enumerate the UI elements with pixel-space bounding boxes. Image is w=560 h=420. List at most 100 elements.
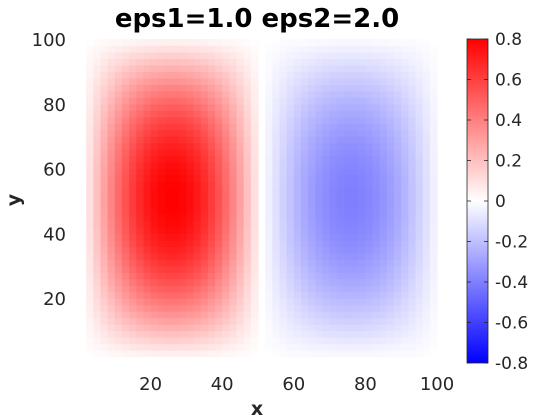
- heatmap-cell: [265, 201, 273, 209]
- heatmap-cell: [222, 58, 230, 66]
- heatmap-cell: [336, 123, 345, 131]
- heatmap-cell: [415, 51, 424, 60]
- heatmap-cell: [365, 71, 374, 79]
- heatmap-cell: [308, 226, 316, 234]
- heatmap-cell: [129, 233, 137, 241]
- heatmap-cell: [293, 207, 302, 215]
- heatmap-cell: [358, 330, 366, 338]
- heatmap-cell: [394, 129, 402, 137]
- heatmap-cell: [229, 278, 238, 286]
- heatmap-cell: [215, 149, 223, 157]
- heatmap-cell: [365, 285, 374, 293]
- heatmap-cell: [93, 207, 102, 215]
- heatmap-cell: [372, 246, 381, 254]
- heatmap-cell: [308, 39, 316, 47]
- heatmap-cell: [408, 201, 417, 209]
- heatmap-cell: [200, 97, 209, 105]
- heatmap-cell: [358, 123, 366, 131]
- heatmap-cell: [93, 291, 102, 299]
- heatmap-cell: [129, 285, 137, 293]
- heatmap-cell: [286, 142, 295, 150]
- heatmap-cell: [250, 188, 259, 196]
- heatmap-cell: [308, 175, 316, 183]
- heatmap-cell: [401, 252, 409, 260]
- heatmap-cell: [107, 181, 116, 189]
- heatmap-cell: [107, 201, 116, 209]
- heatmap-cell: [250, 330, 259, 338]
- heatmap-cell: [129, 168, 137, 176]
- heatmap-cell: [164, 246, 173, 254]
- heatmap-cell: [415, 129, 424, 137]
- heatmap-cell: [150, 71, 159, 79]
- heatmap-cell: [236, 142, 245, 150]
- heatmap-cell: [308, 259, 316, 267]
- heatmap-cell: [114, 350, 123, 358]
- heatmap-cell: [136, 246, 145, 254]
- heatmap-cell: [100, 324, 109, 332]
- heatmap-cell: [351, 239, 359, 247]
- heatmap-cell: [243, 45, 252, 53]
- heatmap-cell: [315, 324, 324, 332]
- heatmap-cell: [186, 350, 195, 358]
- heatmap-cell: [272, 201, 281, 209]
- heatmap-cell: [372, 155, 381, 163]
- heatmap-cell: [86, 201, 94, 209]
- heatmap-cell: [272, 265, 281, 273]
- heatmap-cell: [229, 162, 238, 170]
- heatmap-cell: [279, 194, 288, 202]
- heatmap-cell: [343, 226, 352, 234]
- heatmap-cell: [207, 298, 216, 306]
- heatmap-cell: [293, 317, 302, 325]
- heatmap-cell: [336, 324, 345, 332]
- y-tick-label: 80: [43, 95, 66, 116]
- heatmap-cell: [365, 97, 374, 105]
- heatmap-cell: [236, 194, 245, 202]
- heatmap-cell: [136, 233, 145, 241]
- heatmap-cell: [329, 77, 338, 85]
- heatmap-cell: [186, 188, 195, 196]
- heatmap-cell: [136, 337, 145, 345]
- heatmap-cell: [379, 64, 388, 72]
- heatmap-cell: [272, 188, 281, 196]
- heatmap-cell: [143, 155, 152, 163]
- heatmap-cell: [293, 337, 302, 345]
- heatmap-cell: [315, 188, 324, 196]
- heatmap-cell: [193, 155, 202, 163]
- heatmap-cell: [329, 39, 338, 47]
- heatmap-cell: [86, 265, 94, 273]
- x-tick-label: 20: [139, 374, 162, 395]
- heatmap-cell: [193, 246, 202, 254]
- heatmap-cell: [172, 97, 180, 105]
- heatmap-cell: [372, 226, 381, 234]
- heatmap-cell: [200, 51, 209, 60]
- heatmap-cell: [372, 337, 381, 345]
- heatmap-cell: [172, 149, 180, 157]
- heatmap-cell: [365, 343, 374, 351]
- heatmap-cell: [150, 272, 159, 280]
- heatmap-cell: [401, 103, 409, 111]
- heatmap-cell: [222, 324, 230, 332]
- heatmap-cell: [386, 285, 395, 293]
- heatmap-cell: [336, 181, 345, 189]
- heatmap-cell: [386, 103, 395, 111]
- heatmap-cell: [100, 246, 109, 254]
- heatmap-cell: [351, 259, 359, 267]
- heatmap-cell: [215, 168, 223, 176]
- heatmap-cell: [186, 142, 195, 150]
- heatmap-cell: [150, 311, 159, 319]
- heatmap-cell: [215, 39, 223, 47]
- heatmap-cell: [143, 207, 152, 215]
- heatmap-cell: [93, 220, 102, 228]
- heatmap-cell: [250, 168, 259, 176]
- heatmap-cell: [365, 39, 374, 47]
- heatmap-cell: [129, 162, 137, 170]
- heatmap-cell: [143, 343, 152, 351]
- heatmap-cell: [300, 259, 309, 267]
- heatmap-cell: [114, 278, 123, 286]
- heatmap-cell: [279, 330, 288, 338]
- heatmap-cell: [186, 272, 195, 280]
- heatmap-cell: [322, 51, 331, 60]
- heatmap-cell: [365, 188, 374, 196]
- heatmap-cell: [279, 168, 288, 176]
- heatmap-cell: [229, 317, 238, 325]
